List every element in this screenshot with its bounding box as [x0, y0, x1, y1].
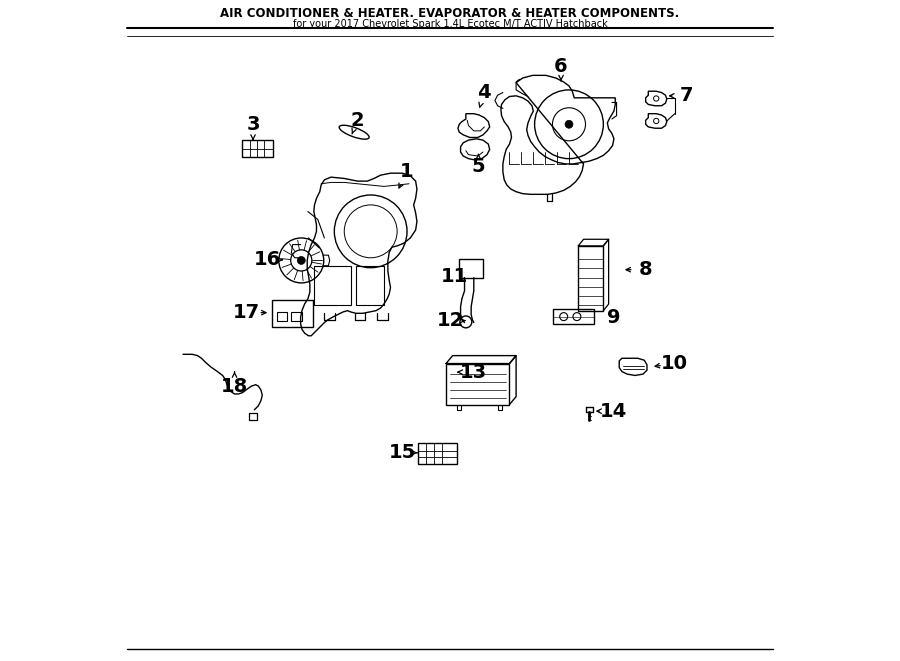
Text: 10: 10 — [662, 354, 688, 373]
Bar — [272, 300, 312, 327]
Bar — [578, 246, 603, 311]
Text: 6: 6 — [554, 57, 568, 75]
Text: 12: 12 — [436, 311, 464, 330]
Bar — [314, 266, 351, 305]
Text: 14: 14 — [600, 402, 627, 420]
Bar — [459, 259, 483, 278]
Text: 2: 2 — [351, 111, 364, 130]
Bar — [242, 140, 273, 157]
Text: 17: 17 — [233, 303, 260, 322]
Bar — [418, 443, 456, 464]
Text: 15: 15 — [389, 444, 416, 462]
Text: 7: 7 — [680, 87, 693, 105]
Text: 11: 11 — [440, 267, 468, 286]
Text: AIR CONDITIONER & HEATER. EVAPORATOR & HEATER COMPONENTS.: AIR CONDITIONER & HEATER. EVAPORATOR & H… — [220, 7, 680, 20]
Circle shape — [297, 256, 305, 264]
Bar — [277, 312, 287, 321]
Text: for your 2017 Chevrolet Spark 1.4L Ecotec M/T ACTIV Hatchback: for your 2017 Chevrolet Spark 1.4L Ecote… — [292, 19, 608, 30]
Text: 5: 5 — [472, 157, 485, 176]
Bar — [446, 364, 509, 405]
Bar — [292, 312, 302, 321]
Text: 3: 3 — [247, 115, 260, 134]
Text: 18: 18 — [220, 377, 248, 396]
Text: 16: 16 — [254, 251, 281, 269]
Circle shape — [565, 120, 573, 128]
Text: 9: 9 — [608, 308, 621, 327]
Text: 4: 4 — [478, 83, 491, 102]
Text: 1: 1 — [400, 163, 414, 181]
Text: 8: 8 — [639, 260, 652, 279]
Bar — [356, 266, 384, 305]
Text: 13: 13 — [460, 363, 488, 381]
Bar — [554, 309, 594, 324]
